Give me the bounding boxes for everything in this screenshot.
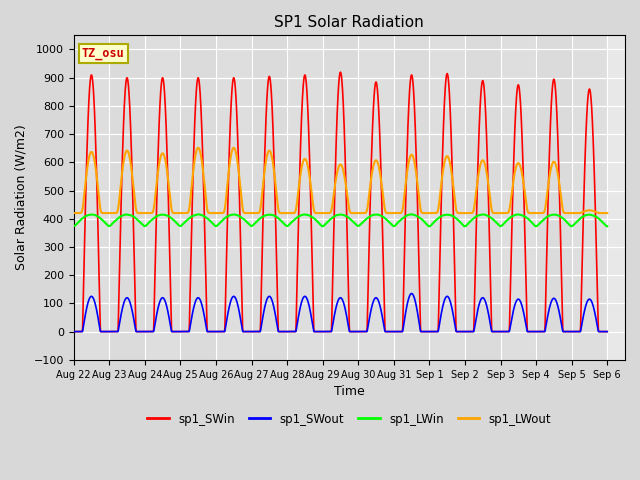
Bar	[394, 36, 429, 360]
Title: SP1 Solar Radiation: SP1 Solar Radiation	[275, 15, 424, 30]
Bar	[358, 36, 394, 360]
Bar	[145, 36, 180, 360]
Bar	[536, 36, 572, 360]
Bar	[465, 36, 500, 360]
Bar	[252, 36, 287, 360]
Legend: sp1_SWin, sp1_SWout, sp1_LWin, sp1_LWout: sp1_SWin, sp1_SWout, sp1_LWin, sp1_LWout	[143, 408, 556, 431]
Bar	[572, 36, 607, 360]
X-axis label: Time: Time	[334, 385, 365, 398]
Bar	[74, 36, 109, 360]
Bar	[180, 36, 216, 360]
Bar	[287, 36, 323, 360]
Bar	[323, 36, 358, 360]
Bar	[216, 36, 252, 360]
Bar	[109, 36, 145, 360]
Text: TZ_osu: TZ_osu	[82, 47, 125, 60]
Y-axis label: Solar Radiation (W/m2): Solar Radiation (W/m2)	[15, 125, 28, 270]
Bar	[500, 36, 536, 360]
Bar	[429, 36, 465, 360]
